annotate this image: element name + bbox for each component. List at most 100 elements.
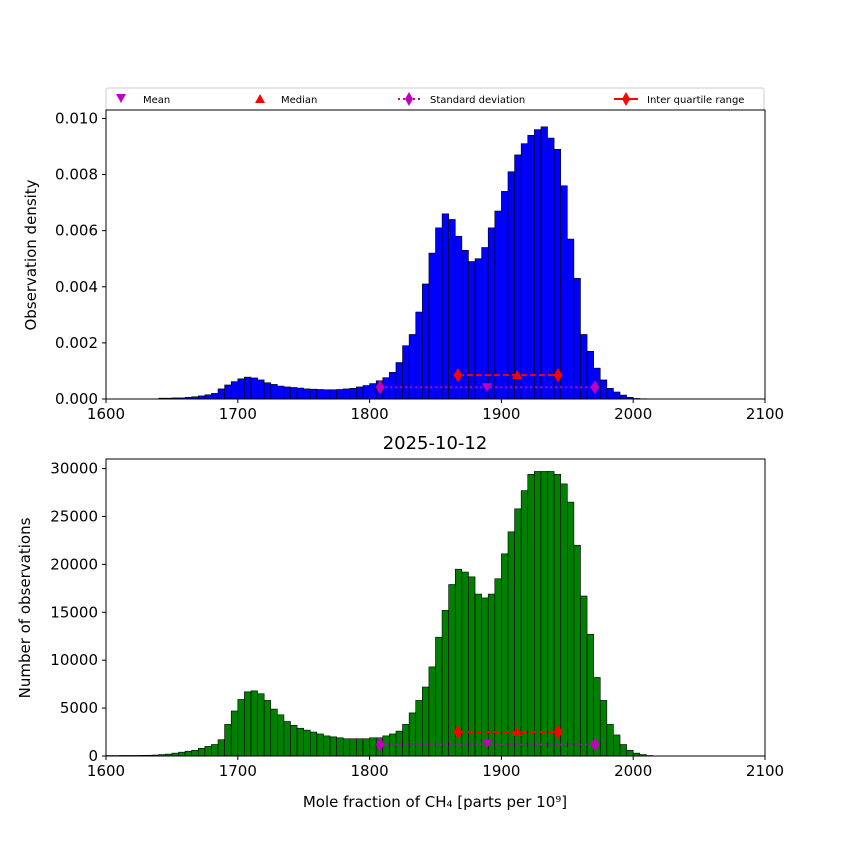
count-stats [375,725,600,752]
histogram-bar [481,247,489,400]
density-histogram-panel: 1600 1700 1800 1900 2000 2100 0.000 0.002 0.004… [22,109,784,423]
std-marker-low [375,380,385,395]
x-tick-label: 1600 [87,762,125,780]
iqr-marker-high [553,725,563,740]
histogram-bar [461,571,469,757]
x-tick-label: 2000 [614,762,652,780]
histogram-bar [553,474,562,757]
iqr-marker-low [453,725,463,740]
histogram-bar [250,377,258,400]
y-tick-label: 0.000 [55,390,98,408]
iqr-marker-low [453,368,463,383]
histogram-bar [277,385,285,400]
y-tick-label: 0.008 [55,166,98,184]
histogram-bar [316,733,324,757]
histogram-bar [514,508,522,757]
histogram-bar [244,376,252,400]
histogram-bar [224,384,232,400]
histogram-bar [197,748,206,757]
histogram-bar [527,474,535,757]
histogram-bar [224,724,232,757]
histogram-bar [613,734,621,757]
histogram-bar [237,378,245,400]
histogram-bar [211,393,219,400]
median-marker [512,370,523,380]
histogram-bar [362,738,370,757]
histogram-bar [441,610,449,757]
histogram-bar [316,389,324,400]
y-tick-label: 30000 [50,460,98,478]
histogram-bar [369,383,377,400]
histogram-bar [494,578,502,757]
histogram-bar [586,351,594,400]
histogram-bar [520,490,529,757]
histogram-bar [257,379,265,400]
histogram-bar [422,686,430,757]
legend-label-std: Standard deviation [430,95,525,106]
histogram-bar [586,634,594,757]
x-tick-label: 2000 [614,405,652,423]
histogram-bar [309,731,318,757]
histogram-bar [613,391,621,400]
histogram-bar [217,739,225,757]
histogram-bar [402,724,410,757]
density-bars [158,126,647,400]
histogram-bar [448,584,456,757]
histogram-bar [230,710,239,757]
y-tick-label: 0.010 [55,109,98,127]
histogram-bar [270,384,278,400]
x-tick-label: 1800 [351,762,389,780]
histogram-bar [580,595,588,757]
y-tick-label: 10000 [50,651,98,669]
histogram-bar [626,749,634,757]
histogram-bar [290,387,298,400]
histogram-bar [204,394,212,400]
diamond-icon [405,92,413,106]
chart-title: 2025-10-12 [383,433,488,454]
histogram-bar [336,389,344,400]
diamond-icon [622,92,630,106]
histogram-bar [283,721,291,757]
histogram-bar [428,666,436,757]
y-tick-label: 0.006 [55,222,98,240]
x-ticks: 1600 1700 1800 1900 2000 2100 [87,399,784,423]
histogram-bar [244,691,252,757]
triangle-down-icon [116,94,126,103]
histogram-bar [487,227,496,400]
histogram-bar [468,576,476,757]
y-ticks: 0.000 0.002 0.004 0.006 0.008 0.010 [55,109,106,408]
histogram-bar [342,388,351,400]
histogram-bar [599,700,608,757]
histogram-bar [441,213,449,400]
density-stats [375,368,600,395]
histogram-bar [309,388,318,400]
x-tick-label: 1600 [87,405,125,423]
y-tick-label: 15000 [50,603,98,621]
legend: Mean Median Standard deviation Inter qua… [105,87,765,111]
triangle-up-icon [255,94,265,103]
histogram-bar [296,727,304,757]
histogram-bar [507,171,515,400]
y-ticks: 0 5000 10000 15000 20000 25000 30000 [50,460,106,765]
histogram-bar [204,746,212,757]
axes-frame [105,458,766,757]
legend-label-mean: Mean [143,95,170,106]
histogram-bar [527,134,535,400]
histogram-bar [619,744,627,757]
histogram-bar [263,700,272,757]
legend-label-median: Median [281,95,317,106]
histogram-bar [580,334,588,400]
legend-label-iqr: Inter quartile range [647,95,744,106]
histogram-bar [257,693,265,757]
histogram-bar [428,252,436,400]
histogram-bar [415,311,423,400]
histogram-bar [501,553,509,757]
histogram-bar [191,749,199,757]
x-tick-label: 1900 [482,405,520,423]
histogram-bar [553,148,562,400]
histogram-bar [514,154,522,400]
histogram-bar [560,483,568,757]
histogram-bar [356,386,364,400]
histogram-bar [349,388,357,400]
